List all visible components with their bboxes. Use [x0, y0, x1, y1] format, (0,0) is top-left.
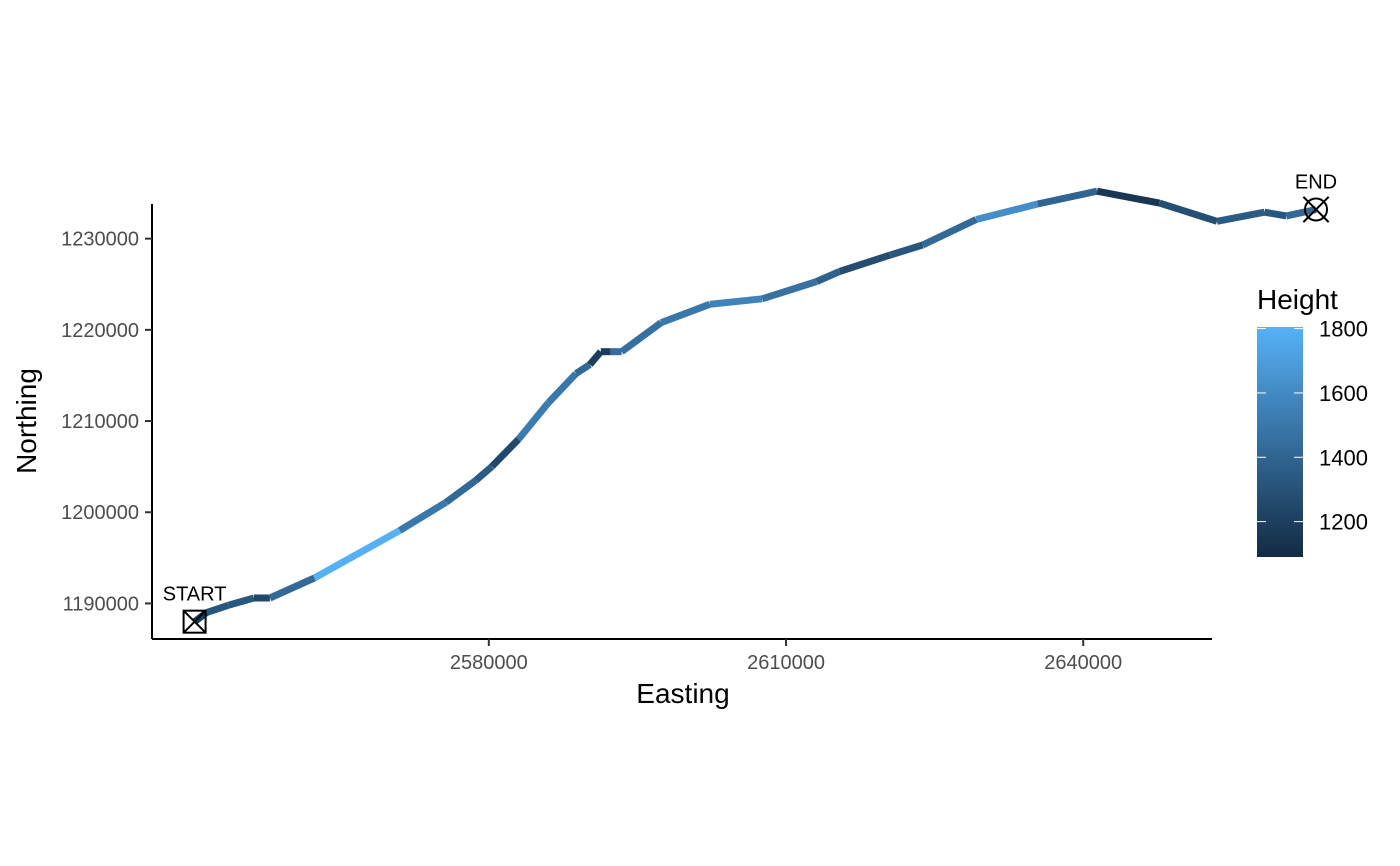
path-segment — [761, 278, 818, 303]
marker-start: START — [163, 584, 227, 634]
legend-break-label: 1800 — [1319, 317, 1368, 342]
route-markers: START END — [163, 171, 1337, 634]
path-segment — [888, 241, 924, 259]
y-tick-label: 1230000 — [61, 229, 139, 251]
path-segment — [1263, 208, 1287, 220]
y-axis-ticks: 1190000 1200000 1210000 1220000 1230000 — [61, 229, 152, 615]
legend-title: Height — [1257, 284, 1338, 315]
legend-breaks: 1200 1400 1600 1800 — [1257, 317, 1368, 535]
x-axis-title: Easting — [636, 678, 729, 709]
square-marker — [182, 609, 207, 634]
x-tick-label: 2580000 — [450, 652, 528, 674]
x-tick-label: 2610000 — [747, 652, 825, 674]
path-segment — [444, 477, 478, 506]
y-tick-label: 1210000 — [61, 411, 139, 433]
path-segment — [268, 574, 316, 602]
marker-end: END — [1295, 171, 1337, 223]
marker-cross — [182, 609, 207, 634]
path-segment — [1158, 199, 1219, 225]
legend-break-label: 1200 — [1319, 510, 1368, 535]
path-segment — [1096, 187, 1161, 207]
y-tick-label: 1220000 — [61, 320, 139, 342]
marker-cross — [1302, 196, 1330, 223]
path-segment — [489, 436, 522, 470]
legend-break-label: 1400 — [1319, 445, 1368, 470]
height-legend: Height 1200 1400 1600 1800 — [1257, 284, 1368, 557]
path-segment — [1216, 208, 1266, 225]
path-segment — [312, 551, 359, 581]
path-segment — [619, 319, 664, 355]
path-segment — [1036, 187, 1098, 208]
x-tick-label: 2640000 — [1044, 652, 1122, 674]
path-segment — [815, 268, 841, 285]
y-tick-label: 1190000 — [63, 593, 139, 615]
legend-break-label: 1600 — [1319, 381, 1368, 406]
path-segment — [397, 499, 449, 534]
path-segment — [975, 200, 1039, 223]
path-segment — [355, 527, 402, 558]
path-segment — [587, 349, 604, 367]
path-segment — [709, 295, 763, 308]
path-segment — [545, 371, 579, 406]
path-segment — [838, 251, 892, 275]
path-segment — [659, 301, 711, 326]
height-colored-path — [192, 187, 1317, 625]
marker-label: END — [1295, 171, 1337, 193]
y-axis-title: Northing — [11, 368, 42, 474]
y-tick-label: 1200000 — [61, 502, 139, 524]
path-segment — [921, 216, 978, 249]
legend-colorbar — [1257, 327, 1303, 557]
path-segment — [205, 601, 230, 616]
path-segment — [473, 463, 495, 483]
path-segment — [227, 594, 255, 609]
path-segment — [1285, 206, 1317, 220]
marker-label: START — [163, 584, 227, 606]
path-segment — [515, 400, 552, 442]
path-segment — [574, 361, 592, 377]
x-axis-ticks: 2580000 2610000 2640000 — [450, 639, 1122, 674]
circle-marker — [1304, 197, 1329, 222]
